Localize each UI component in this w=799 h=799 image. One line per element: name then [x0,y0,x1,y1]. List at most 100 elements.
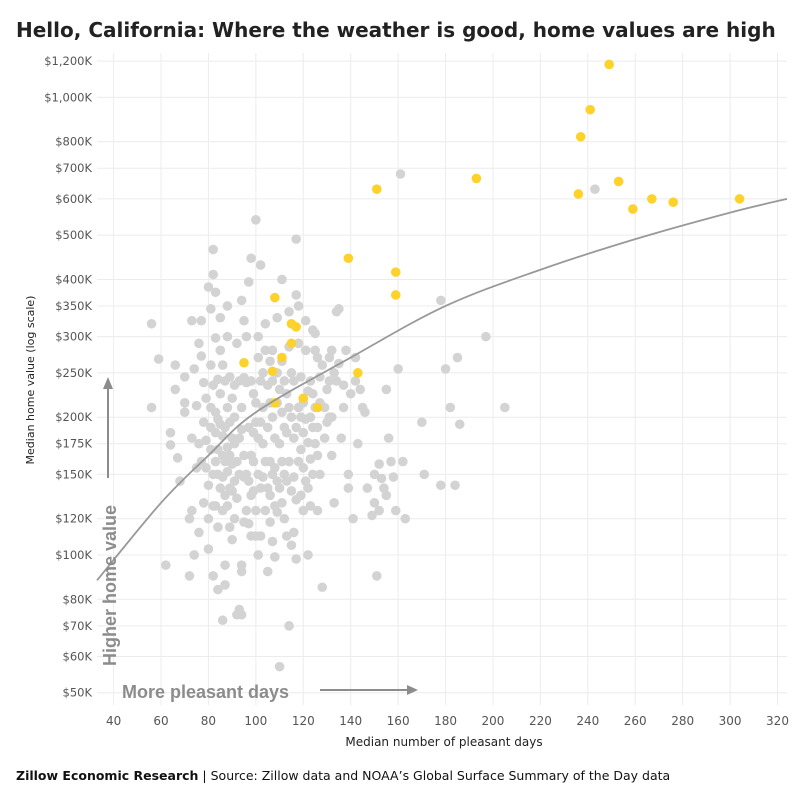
data-point [305,501,316,511]
data-point [165,427,176,438]
data-point [198,417,209,428]
data-point [317,582,328,593]
data-point [310,345,320,356]
highlight-point [575,131,586,142]
data-point [267,345,278,356]
data-point [281,427,292,438]
data-point [179,372,190,382]
data-point [329,498,339,508]
data-point [215,483,226,493]
data-point [227,393,237,404]
data-point [165,440,176,450]
data-point [203,282,214,292]
highlight-point [353,368,363,378]
chart-title: Hello, California: Where the weather is … [16,18,776,42]
data-point [291,554,301,564]
data-point [303,437,313,448]
highlight-point [585,104,595,115]
y-tick-label: $400K [55,272,92,286]
data-point [194,338,204,349]
data-point [153,354,164,364]
data-point [324,352,335,363]
data-point [303,550,313,560]
y-tick-label: $250K [55,366,92,380]
data-point [179,407,190,418]
data-point [326,345,337,356]
data-point [265,356,275,367]
data-point [274,438,285,449]
data-point [348,513,358,524]
data-point [236,609,247,620]
data-point [390,505,401,516]
data-point [229,513,240,524]
data-points [146,59,745,672]
x-tick-label: 140 [339,714,362,728]
highlight-point [270,398,280,408]
data-point [374,505,384,516]
data-point [215,388,226,399]
x-tick-label: 100 [244,714,267,728]
data-point [170,360,181,370]
data-point [260,318,271,329]
data-point [440,364,451,374]
data-point [210,456,221,467]
data-point [251,398,261,408]
data-point [222,301,233,311]
data-point [310,328,320,339]
data-point [222,331,233,342]
y-tick-label: $70K [63,619,93,633]
data-point [400,513,411,524]
highlight-point [647,194,657,204]
data-point [208,244,218,255]
data-point [224,372,235,382]
data-point [312,422,323,433]
data-point [243,476,254,486]
data-point [481,331,491,342]
data-point [319,402,330,413]
x-axis-label: Median number of pleasant days [345,735,542,749]
data-point [229,412,240,422]
data-point [272,312,283,323]
data-point [224,450,235,461]
data-point [312,450,323,461]
data-point [369,498,380,508]
data-point [298,427,309,438]
data-point [232,338,242,349]
data-point [310,438,320,449]
x-tick-label: 160 [387,714,410,728]
right-arrow-icon [407,685,418,695]
data-point [217,431,228,441]
data-point [241,331,252,342]
data-point [255,417,266,428]
data-point [284,306,294,317]
data-point [324,376,335,386]
data-point [267,412,278,422]
y-tick-label: $1,200K [44,54,92,68]
data-point [270,463,280,473]
data-point [350,352,361,363]
data-point [243,518,254,529]
data-point [279,513,290,524]
data-point [224,522,235,532]
data-point [146,318,157,329]
x-tick-label: 320 [766,714,789,728]
data-point [184,571,195,581]
data-point [326,450,337,461]
data-point [329,368,339,378]
data-point [293,301,304,311]
data-point [255,483,266,493]
data-point [319,433,330,443]
data-point [334,304,344,314]
data-point [203,513,214,524]
data-point [255,531,266,541]
highlight-point [267,366,278,377]
data-point [210,333,221,343]
data-point [251,505,261,516]
data-point [272,507,283,518]
data-point [284,621,294,631]
data-point [286,540,297,551]
data-point [258,368,268,378]
data-point [253,550,264,560]
x-tick-label: 200 [482,714,505,728]
